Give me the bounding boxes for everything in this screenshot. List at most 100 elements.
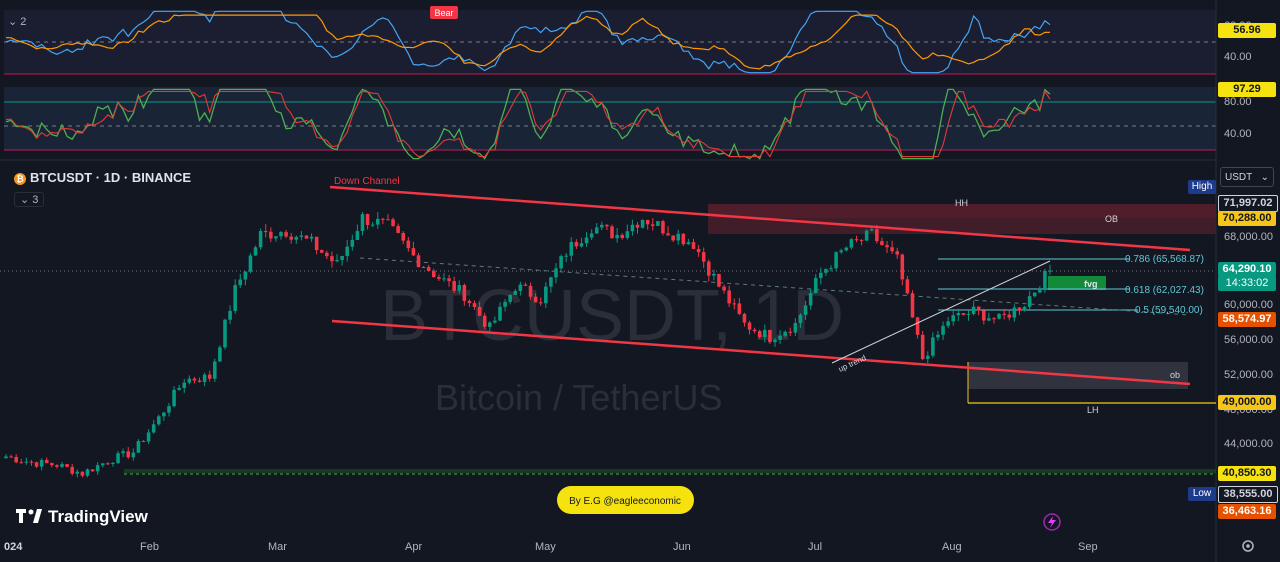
candle-body <box>248 255 253 272</box>
rsi-2-line <box>5 88 1051 160</box>
candle-body <box>498 306 502 321</box>
candle-body <box>218 347 222 362</box>
candle-body <box>971 306 976 314</box>
candle-body <box>747 322 752 330</box>
candle-body <box>1048 270 1052 272</box>
candle-body <box>854 239 859 241</box>
candle-body <box>666 233 670 236</box>
candle-body <box>319 250 324 253</box>
candle-body <box>707 261 711 276</box>
low-label: Low <box>1188 487 1216 501</box>
candle-body <box>956 313 961 316</box>
candle-body <box>360 214 365 232</box>
top-indicator-count: 2 <box>20 16 27 28</box>
candle-body <box>920 334 925 360</box>
candle-body <box>681 233 686 245</box>
candle-body <box>966 313 971 315</box>
candle-body <box>238 279 243 286</box>
candle-body <box>136 441 141 453</box>
candle-body <box>1017 307 1022 311</box>
candle-body <box>773 339 777 343</box>
candle-body <box>1007 314 1012 318</box>
current-price-tag: 64,290.10 <box>1218 262 1276 277</box>
lightning-bolt-icon <box>1048 516 1056 528</box>
candle-body <box>900 254 905 280</box>
candle-body <box>982 310 986 321</box>
candle-body <box>4 456 8 459</box>
candle-body <box>228 310 232 320</box>
candle-body <box>452 281 456 291</box>
candle-body <box>274 236 278 239</box>
tradingview-logo-text: TradingView <box>48 507 149 526</box>
candle-body <box>518 284 523 291</box>
orange-level-tag: 36,463.16 <box>1218 504 1276 519</box>
yellow-level-tag: 49,000.00 <box>1218 395 1276 410</box>
watermark-name: Bitcoin / TetherUS <box>435 377 722 418</box>
candle-body <box>513 290 518 295</box>
candle-body <box>50 463 54 466</box>
candle-body <box>538 302 543 304</box>
candle-body <box>880 241 884 246</box>
indicator-toggle[interactable]: ⌄ 3 <box>14 192 45 207</box>
candle-body <box>131 452 136 458</box>
ob-lower-label: ob <box>1170 370 1180 380</box>
candle-body <box>819 272 823 278</box>
candle-body <box>630 224 635 232</box>
candle-body <box>951 315 956 322</box>
candle-body <box>803 305 808 315</box>
candle-body <box>976 306 981 311</box>
candle-body <box>477 306 482 316</box>
candle-body <box>391 219 395 226</box>
currency-selector[interactable]: USDT ⌄ <box>1220 167 1274 187</box>
candle-body <box>19 462 24 464</box>
candle-body <box>615 234 619 239</box>
symbol-title[interactable]: ₿ BTCUSDT · 1D · BINANCE <box>14 170 191 185</box>
candle-body <box>579 243 584 247</box>
candle-body <box>182 382 187 388</box>
bear-badge-text: Bear <box>434 8 453 18</box>
candle-body <box>396 225 400 233</box>
tradingview-logo-icon <box>16 509 42 523</box>
top-indicator-toggle[interactable]: ⌄ 2 <box>8 15 26 28</box>
candle-body <box>111 462 115 464</box>
candle-body <box>167 406 171 413</box>
time-axis-label: Jun <box>673 541 691 553</box>
ob-upper-label: OB <box>1105 214 1118 224</box>
candle-body <box>676 233 681 241</box>
rsi-2-signal-line <box>5 90 1051 158</box>
down-channel-label: Down Channel <box>334 176 400 187</box>
candle-body <box>701 252 706 262</box>
time-axis-label: Sep <box>1078 541 1098 553</box>
candle-body <box>55 465 59 467</box>
ob-zone-upper-top <box>708 204 1216 218</box>
candle-body <box>350 239 355 247</box>
time-axis-label: Jul <box>808 541 823 553</box>
symbol-text: BTCUSDT · 1D · BINANCE <box>30 170 192 185</box>
candle-body <box>243 271 248 280</box>
candle-body <box>406 240 411 249</box>
candle-body <box>625 231 630 238</box>
candle-body <box>156 416 161 425</box>
candle-body <box>1022 306 1027 311</box>
candle-body <box>126 451 131 458</box>
candle-body <box>472 303 477 307</box>
candle-body <box>594 227 599 234</box>
high-label: High <box>1188 180 1216 194</box>
candle-body <box>207 374 212 379</box>
candle-body <box>335 259 339 262</box>
candle-body <box>808 293 813 306</box>
candle-body <box>717 273 721 287</box>
candle-body <box>620 234 624 238</box>
candle-body <box>610 226 614 239</box>
lightning-icon[interactable] <box>1043 513 1061 531</box>
candle-body <box>355 231 360 240</box>
settings-gear-icon[interactable] <box>1242 540 1254 552</box>
candle-body <box>1038 289 1042 293</box>
rsi-2-axis-40: 40.00 <box>1224 128 1252 140</box>
candle-body <box>722 286 726 291</box>
candle-body <box>304 235 309 239</box>
candle-body <box>875 229 879 242</box>
candle-body <box>925 355 930 360</box>
candle-body <box>375 218 380 225</box>
